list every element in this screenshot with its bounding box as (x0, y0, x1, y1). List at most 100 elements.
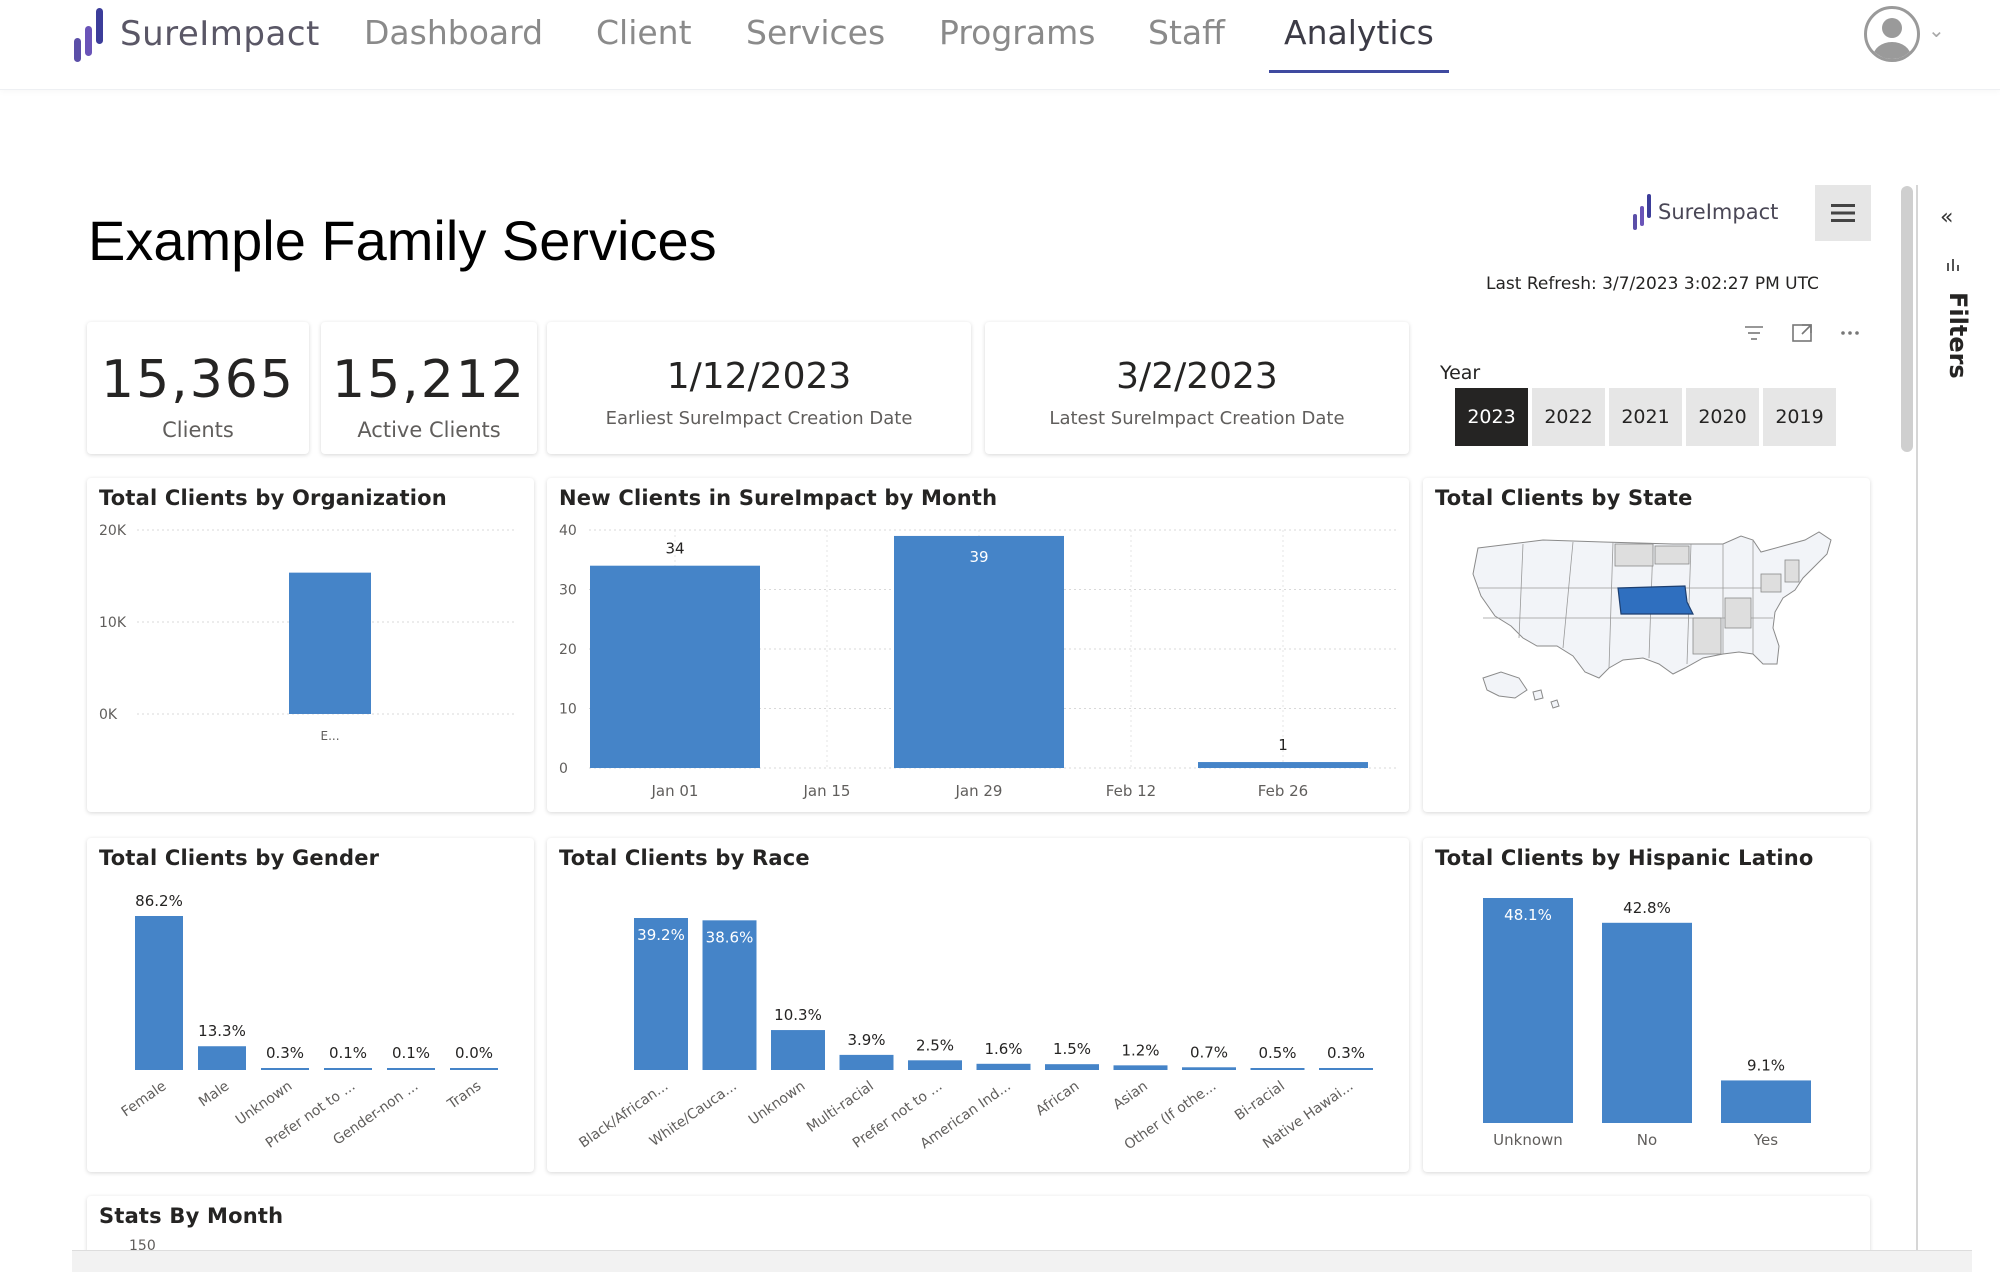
data-label: 0.7% (1190, 1043, 1228, 1061)
nav-analytics[interactable]: Analytics (1284, 13, 1434, 52)
bar (324, 1068, 372, 1070)
data-label: 1.6% (984, 1040, 1022, 1058)
year-option-2020[interactable]: 2020 (1686, 388, 1759, 446)
year-slicer-label: Year (1440, 362, 1481, 384)
data-label: 0.1% (329, 1044, 367, 1062)
nebraska-highlight[interactable] (1617, 585, 1694, 615)
year-option-2019[interactable]: 2019 (1763, 388, 1836, 446)
filters-label[interactable]: Filters (1944, 292, 1972, 379)
x-axis-label: Male (196, 1078, 232, 1110)
report-logo-text: SureImpact (1658, 200, 1779, 224)
bar (771, 1030, 825, 1070)
nav-services[interactable]: Services (746, 13, 886, 52)
visual-new-clients-by-month[interactable]: New Clients in SureImpact by Month 0 10 20… (547, 478, 1409, 812)
report-title: Example Family Services (88, 209, 717, 272)
data-label: 10.3% (774, 1006, 822, 1024)
data-label: 1.5% (1053, 1040, 1091, 1058)
report-scrollbar-thumb[interactable] (1901, 186, 1913, 452)
nav-dashboard[interactable]: Dashboard (364, 13, 544, 52)
more-options-icon[interactable] (1838, 322, 1864, 344)
x-axis-tick: Feb 12 (1106, 782, 1156, 800)
bar (198, 1046, 246, 1070)
top-navigation: SureImpact Dashboard Client Services Pro… (0, 0, 2000, 90)
x-axis-label: Unknown (1493, 1131, 1563, 1149)
data-label: 0.3% (266, 1044, 304, 1062)
year-option-2021[interactable]: 2021 (1609, 388, 1682, 446)
data-label: 39 (969, 548, 988, 566)
data-label: 2.5% (916, 1036, 954, 1054)
data-label: 38.6% (706, 928, 754, 946)
report-menu-button[interactable] (1815, 185, 1871, 241)
gray-states (1614, 543, 1800, 655)
nav-staff[interactable]: Staff (1148, 13, 1225, 52)
bar (976, 1063, 1031, 1070)
x-axis-label: Asian (1110, 1078, 1150, 1113)
bar (261, 1068, 309, 1070)
visual-title: Total Clients by Hispanic Latino (1435, 846, 1814, 870)
kpi-value: 3/2/2023 (1116, 356, 1278, 397)
y-axis-tick: 0K (99, 707, 118, 723)
filters-pane: « (1920, 185, 2000, 1250)
bar-month (1198, 762, 1368, 768)
bar (908, 1060, 962, 1070)
filter-icon[interactable] (1742, 322, 1768, 344)
chevron-down-icon[interactable]: ⌄ (1928, 18, 1945, 42)
y-axis-tick: 20K (99, 523, 127, 539)
visual-clients-by-state[interactable]: Total Clients by State (1423, 478, 1870, 812)
hispanic-bar-chart: 48.1% Unknown 42.8% No 9.1% Yes (1483, 898, 1811, 1149)
data-label: 9.1% (1747, 1056, 1785, 1074)
data-label: 39.2% (637, 926, 685, 944)
race-bar-chart: 39.2%Black/African...38.6%White/Cauca...… (576, 918, 1373, 1153)
kpi-card-earliest-date: 1/12/2023 Earliest SureImpact Creation D… (547, 322, 971, 454)
bar (1250, 1068, 1305, 1070)
org-bar-chart: 0K 10K 20K E... (99, 523, 517, 743)
kpi-card-active-clients: 15,212 Active Clients (321, 322, 537, 454)
data-label: 0.5% (1258, 1044, 1296, 1062)
data-label: 42.8% (1623, 899, 1671, 917)
bar (135, 916, 183, 1070)
bar (450, 1068, 498, 1070)
visual-clients-by-organization[interactable]: Total Clients by Organization 0K 10K 20K E.… (87, 478, 534, 812)
hamburger-menu-icon (1831, 204, 1855, 222)
year-option-2022[interactable]: 2022 (1532, 388, 1605, 446)
data-label: 48.1% (1504, 906, 1552, 924)
double-chevron-left-icon[interactable]: « (1940, 205, 1954, 230)
brand-logo[interactable]: SureImpact (72, 4, 320, 64)
kpi-label: Active Clients (357, 418, 501, 442)
visual-title: Total Clients by State (1435, 486, 1693, 510)
x-axis-label: Unknown (746, 1078, 808, 1128)
y-axis-tick: 20 (559, 642, 577, 658)
visual-title: Total Clients by Gender (99, 846, 380, 870)
kpi-label: Earliest SureImpact Creation Date (605, 408, 913, 429)
last-refresh-text: Last Refresh: 3/7/2023 3:02:27 PM UTC (1486, 274, 1819, 294)
user-avatar[interactable] (1864, 6, 1920, 62)
gender-bar-chart: 86.2%Female13.3%Male0.3%Unknown0.1%Prefe… (119, 892, 498, 1152)
nav-client[interactable]: Client (596, 13, 692, 52)
sureimpact-logo-icon (74, 8, 103, 62)
x-axis-tick: Jan 01 (651, 782, 699, 800)
data-label: 86.2% (135, 892, 183, 910)
bar (1483, 898, 1573, 1123)
data-label: 0.3% (1327, 1044, 1365, 1062)
bar-month (894, 535, 1064, 768)
kpi-value: 15,365 (101, 350, 295, 410)
kpi-card-latest-date: 3/2/2023 Latest SureImpact Creation Date (985, 322, 1409, 454)
brand-name: SureImpact (120, 14, 320, 54)
data-label: 34 (665, 540, 684, 558)
focus-mode-icon[interactable] (1790, 322, 1816, 344)
data-label: 1.2% (1121, 1041, 1159, 1059)
visual-clients-by-gender[interactable]: Total Clients by Gender 86.2% Female 13.3%… (87, 838, 534, 1172)
bar (634, 918, 688, 1070)
kpi-label: Latest SureImpact Creation Date (1049, 408, 1345, 429)
bar (1113, 1065, 1168, 1070)
nav-programs[interactable]: Programs (939, 13, 1096, 52)
y-axis-tick: 40 (559, 523, 577, 539)
kpi-value: 15,212 (332, 350, 526, 410)
data-label: 0.0% (455, 1044, 493, 1062)
sureimpact-logo-icon (1633, 194, 1651, 230)
x-axis-label: E... (320, 729, 339, 743)
visual-clients-by-hispanic-latino[interactable]: Total Clients by Hispanic Latino 48.1% Un… (1423, 838, 1870, 1172)
visual-clients-by-race[interactable]: Total Clients by Race 39.2% Black/African… (547, 838, 1409, 1172)
year-option-2023[interactable]: 2023 (1455, 388, 1528, 446)
y-axis-tick: 10 (559, 702, 577, 718)
